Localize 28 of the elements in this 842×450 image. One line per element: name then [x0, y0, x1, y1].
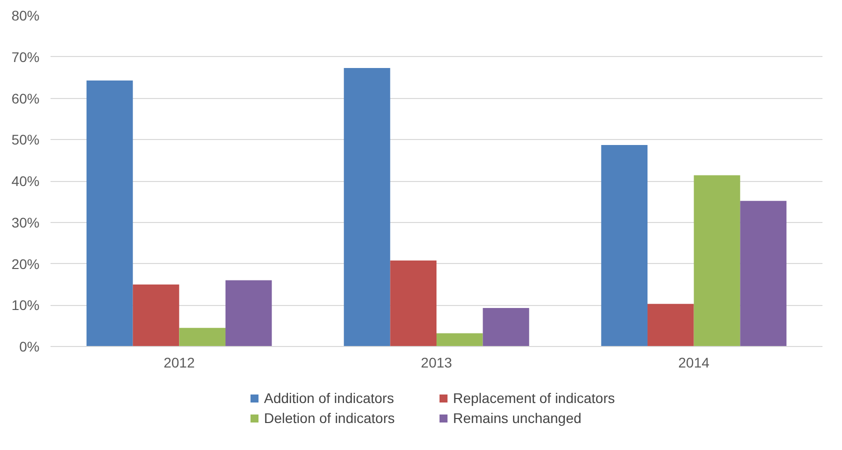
bar	[740, 200, 786, 346]
x-tick-label: 2012	[164, 354, 195, 370]
x-tick-label: 2013	[420, 354, 452, 370]
bar	[648, 304, 694, 346]
bar	[436, 333, 483, 346]
bar	[601, 145, 648, 346]
bar	[86, 80, 133, 346]
y-tick-label: 10%	[11, 297, 40, 314]
y-tick-label: 70%	[11, 48, 40, 65]
bar	[225, 280, 272, 346]
bar	[179, 328, 226, 346]
legend-label: Addition of indicators	[264, 390, 395, 406]
y-tick-label: 80%	[11, 8, 40, 24]
bar	[344, 68, 390, 346]
bar	[390, 260, 436, 346]
x-tick-label: 2014	[678, 354, 710, 370]
y-tick-label: 60%	[11, 90, 40, 106]
y-tick-label: 50%	[11, 132, 40, 148]
legend-label: Replacement of indicators	[453, 390, 616, 406]
y-tick-label: 40%	[11, 173, 40, 189]
legend-label: Remains unchanged	[453, 410, 582, 426]
legend-label: Deletion of indicators	[264, 410, 396, 426]
bar	[694, 175, 740, 346]
bar	[482, 308, 530, 346]
bar	[132, 284, 180, 346]
y-tick-label: 20%	[11, 256, 40, 272]
y-tick-label: 0%	[19, 338, 40, 354]
y-tick-label: 30%	[11, 214, 40, 230]
